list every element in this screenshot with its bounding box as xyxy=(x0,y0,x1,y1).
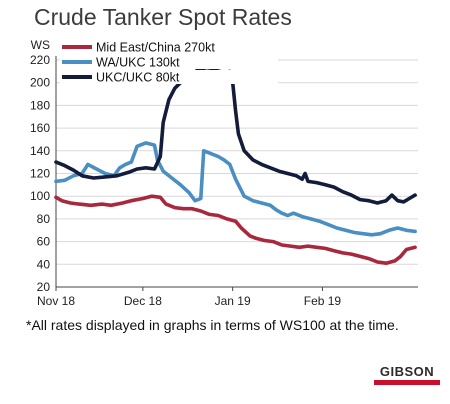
y-tick-label-160: 160 xyxy=(30,121,50,135)
gibson-logo: GIBSON xyxy=(374,364,440,385)
logo-text: GIBSON xyxy=(379,364,435,379)
y-tick-label-140: 140 xyxy=(30,144,50,158)
y-tick-label-180: 180 xyxy=(30,98,50,112)
footnote: *All rates displayed in graphs in terms … xyxy=(26,317,399,333)
legend-label-1: WA/UKC 130kt xyxy=(96,56,180,70)
x-tick-label-1: Dec 18 xyxy=(124,294,162,308)
y-tick-label-60: 60 xyxy=(37,235,51,249)
y-tick-label-220: 220 xyxy=(30,53,50,67)
legend-label-0: Mid East/China 270kt xyxy=(96,41,215,55)
y-axis-unit: WS xyxy=(31,38,50,52)
y-tick-label-40: 40 xyxy=(37,257,51,271)
logo-bar xyxy=(374,380,440,385)
legend-bg-2 xyxy=(60,70,278,84)
series-lines xyxy=(54,67,417,265)
y-tick-label-120: 120 xyxy=(30,167,50,181)
series-line-2 xyxy=(54,67,417,205)
series-line-0 xyxy=(54,194,417,265)
x-tick-label-3: Feb 19 xyxy=(304,294,342,308)
y-tick-label-20: 20 xyxy=(37,280,51,294)
legend-label-2: UKC/UKC 80kt xyxy=(96,71,180,85)
y-tick-label-200: 200 xyxy=(30,76,50,90)
x-tick-label-2: Jan 19 xyxy=(215,294,251,308)
axes xyxy=(55,56,418,291)
legend-bg-1 xyxy=(60,55,278,69)
y-tick-label-100: 100 xyxy=(30,189,50,203)
x-axis-labels: Nov 18 Dec 18 Jan 19 Feb 19 xyxy=(37,294,341,308)
y-tick-label-80: 80 xyxy=(37,212,51,226)
legend-bg-0 xyxy=(60,40,278,54)
chart-title: Crude Tanker Spot Rates xyxy=(34,4,292,30)
x-tick-label-0: Nov 18 xyxy=(37,294,75,308)
series-line-1 xyxy=(54,141,417,237)
